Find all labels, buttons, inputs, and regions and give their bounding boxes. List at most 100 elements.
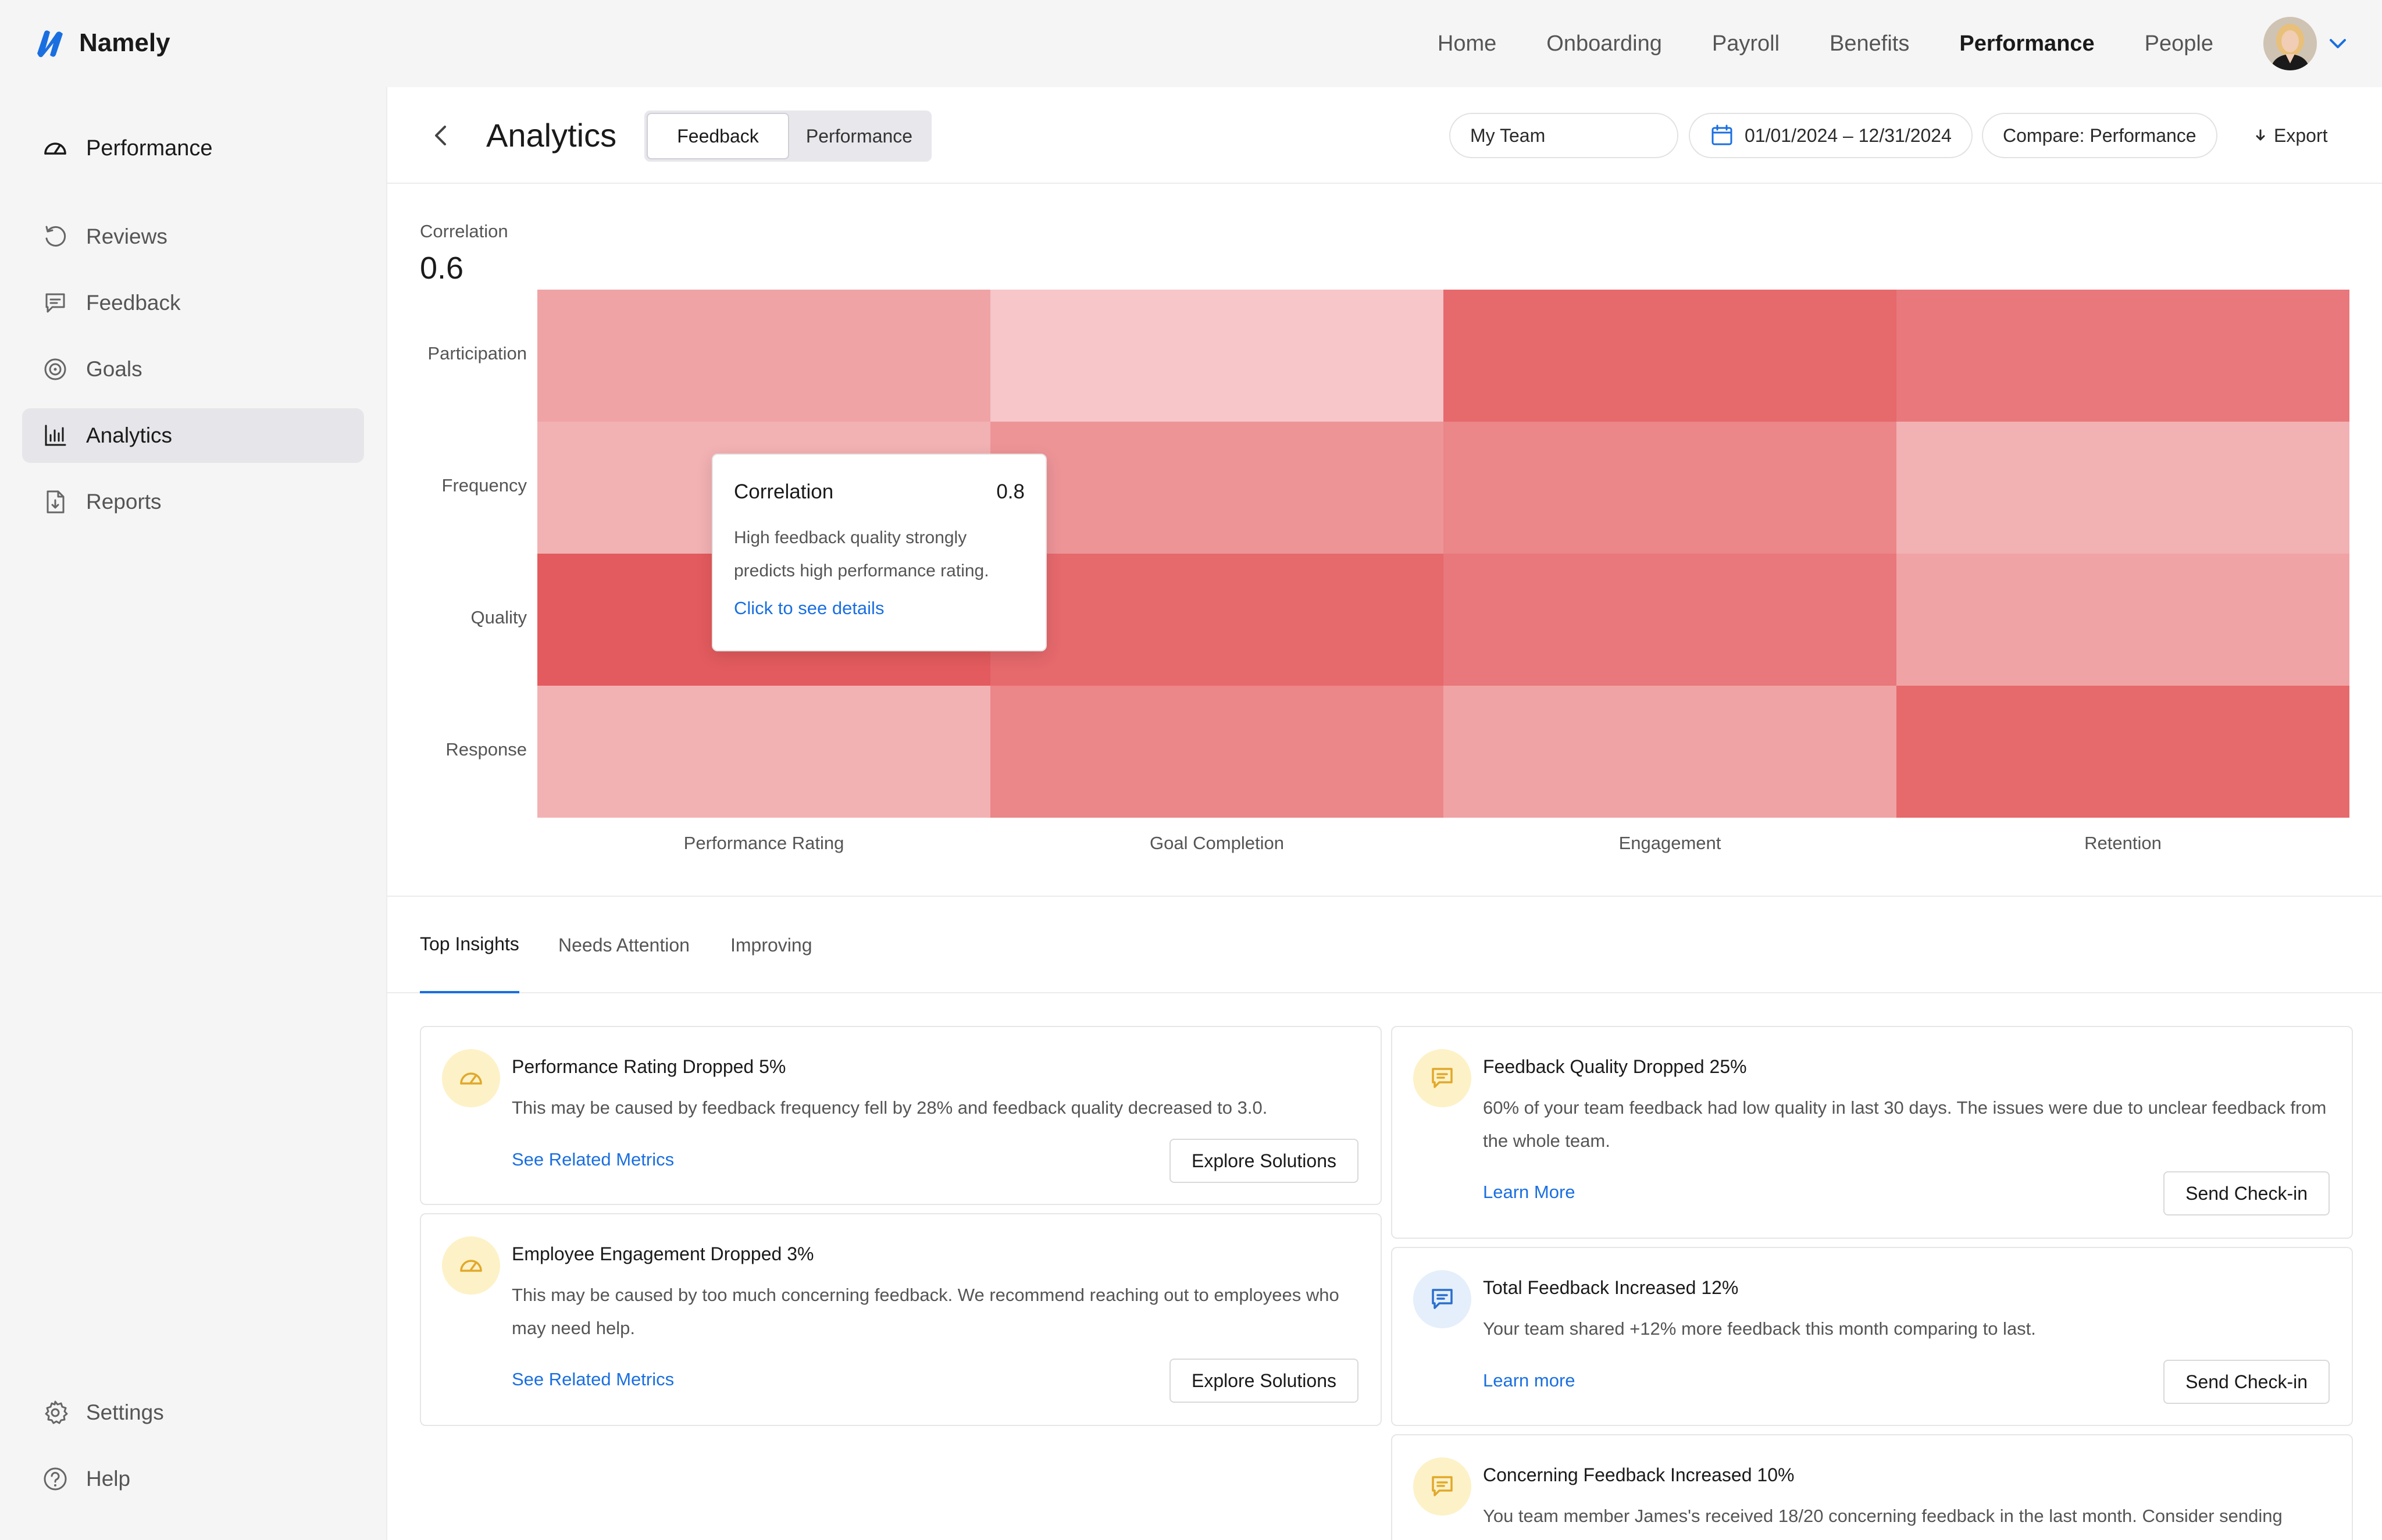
sidebar-header-performance[interactable]: Performance xyxy=(22,121,364,176)
gauge-icon xyxy=(442,1049,500,1107)
learn-more-link[interactable]: Learn more xyxy=(1483,1370,1575,1391)
bar-chart-icon xyxy=(42,422,69,449)
back-arrow-icon[interactable] xyxy=(426,120,457,151)
heatmap-row-label: Frequency xyxy=(441,475,527,495)
sidebar: Performance Reviews Feedback Goals Analy… xyxy=(0,87,386,1540)
sidebar-item-help[interactable]: Help xyxy=(22,1452,364,1506)
heatmap-cell[interactable] xyxy=(990,686,1443,818)
insight-card: Performance Rating Dropped 5% This may b… xyxy=(420,1026,1382,1205)
heatmap-cell[interactable] xyxy=(1896,422,2349,554)
insight-card: Employee Engagement Dropped 3% This may … xyxy=(420,1213,1382,1426)
chat-icon xyxy=(1413,1049,1471,1107)
heatmap-row-label: Response xyxy=(445,739,527,760)
insight-title: Total Feedback Increased 12% xyxy=(1483,1277,1739,1298)
heatmap-cell[interactable] xyxy=(990,554,1443,686)
sidebar-item-analytics[interactable]: Analytics xyxy=(22,408,364,463)
insight-title: Performance Rating Dropped 5% xyxy=(512,1056,786,1077)
insight-description: You team member James's received 18/20 c… xyxy=(1483,1506,2283,1526)
compare-value: Compare: Performance xyxy=(2003,124,2196,146)
compare-dropdown[interactable]: Compare: Performance xyxy=(1982,113,2217,158)
insight-description: This may be caused by too much concernin… xyxy=(512,1285,1339,1338)
heatmap-cell[interactable] xyxy=(1896,554,2349,686)
date-range-value: 01/01/2024 – 12/31/2024 xyxy=(1745,124,1952,146)
insight-title: Feedback Quality Dropped 25% xyxy=(1483,1056,1747,1077)
main-content: Analytics Feedback Performance My Team 0… xyxy=(386,87,2382,1540)
sidebar-item-reviews[interactable]: Reviews xyxy=(22,209,364,264)
date-range-picker[interactable]: 01/01/2024 – 12/31/2024 xyxy=(1689,113,1973,158)
learn-more-link[interactable]: Learn More xyxy=(1483,1182,1575,1202)
help-icon xyxy=(42,1466,69,1492)
see-related-metrics-link[interactable]: See Related Metrics xyxy=(512,1369,675,1389)
tab-top-insights[interactable]: Top Insights xyxy=(420,897,519,993)
heatmap-cell[interactable] xyxy=(1443,554,1896,686)
insight-description: This may be caused by feedback frequency… xyxy=(512,1097,1268,1118)
heatmap-col-label: Goal Completion xyxy=(1150,833,1284,853)
heatmap-cell[interactable] xyxy=(1443,290,1896,422)
heatmap-cell[interactable] xyxy=(990,290,1443,422)
export-button[interactable]: Export xyxy=(2252,113,2327,158)
heatmap-cell[interactable] xyxy=(1443,422,1896,554)
insights-tabs: Top Insights Needs Attention Improving xyxy=(387,897,2382,993)
sidebar-item-reports[interactable]: Reports xyxy=(22,475,364,529)
download-arrow-icon xyxy=(2256,129,2265,141)
gear-icon xyxy=(42,1399,69,1426)
heatmap-col-label: Retention xyxy=(2084,833,2162,853)
nav-benefits[interactable]: Benefits xyxy=(1830,31,1910,56)
heatmap-col-label: Performance Rating xyxy=(683,833,844,853)
segment-performance[interactable]: Performance xyxy=(805,125,913,147)
sidebar-item-label: Analytics xyxy=(86,423,173,447)
heatmap-cell[interactable] xyxy=(1896,290,2349,422)
nav-people[interactable]: People xyxy=(2144,31,2213,56)
view-toggle: Feedback Performance xyxy=(644,110,932,162)
chevron-down-icon[interactable] xyxy=(2326,32,2349,55)
heatmap-cell[interactable] xyxy=(537,290,990,422)
avatar[interactable] xyxy=(2263,17,2317,70)
chat-icon xyxy=(1413,1270,1471,1328)
sidebar-header-label: Performance xyxy=(86,136,213,161)
sidebar-item-label: Reviews xyxy=(86,224,167,248)
send-check-in-button[interactable]: Send Check-in xyxy=(2163,1171,2330,1215)
heatmap-cell[interactable] xyxy=(537,686,990,818)
sidebar-item-goals[interactable]: Goals xyxy=(22,342,364,397)
heatmap-cell[interactable] xyxy=(1896,686,2349,818)
insight-description: Your team shared +12% more feedback this… xyxy=(1483,1318,2036,1339)
nav-home[interactable]: Home xyxy=(1437,31,1497,56)
nav-onboarding[interactable]: Onboarding xyxy=(1546,31,1662,56)
nav-performance[interactable]: Performance xyxy=(1959,31,2095,56)
heatmap-cell[interactable] xyxy=(1443,686,1896,818)
page-title: Analytics xyxy=(486,117,617,154)
send-check-in-button[interactable]: Send Check-in xyxy=(2163,1360,2330,1404)
heatmap-tooltip: Correlation 0.8 High feedback quality st… xyxy=(712,454,1047,651)
tab-improving[interactable]: Improving xyxy=(730,934,812,956)
gauge-icon xyxy=(42,135,69,162)
correlation-label: Correlation xyxy=(420,221,508,241)
tab-needs-attention[interactable]: Needs Attention xyxy=(558,934,690,956)
gauge-icon xyxy=(442,1236,500,1295)
explore-solutions-button[interactable]: Explore Solutions xyxy=(1169,1139,1358,1183)
correlation-heatmap xyxy=(537,290,2349,818)
divider xyxy=(387,896,2382,897)
sidebar-item-settings[interactable]: Settings xyxy=(22,1385,364,1440)
explore-solutions-button[interactable]: Explore Solutions xyxy=(1169,1359,1358,1403)
see-related-metrics-link[interactable]: See Related Metrics xyxy=(512,1149,675,1170)
document-icon xyxy=(42,489,69,515)
logo[interactable]: Namely xyxy=(33,26,170,60)
insight-card: Concerning Feedback Increased 10% You te… xyxy=(1391,1434,2353,1540)
insight-title: Concerning Feedback Increased 10% xyxy=(1483,1464,1795,1485)
sidebar-item-label: Help xyxy=(86,1467,131,1491)
chat-icon xyxy=(42,290,69,316)
sidebar-item-label: Reports xyxy=(86,490,162,514)
tooltip-title: Correlation xyxy=(734,480,834,503)
heatmap-cell[interactable] xyxy=(990,422,1443,554)
target-icon xyxy=(42,356,69,383)
tooltip-details-link[interactable]: Click to see details xyxy=(734,598,885,618)
namely-logo-icon xyxy=(37,30,63,58)
segment-feedback[interactable]: Feedback xyxy=(647,113,789,159)
refresh-icon xyxy=(42,223,69,250)
nav-payroll[interactable]: Payroll xyxy=(1711,31,1780,56)
insight-description: 60% of your team feedback had low qualit… xyxy=(1483,1097,2327,1151)
user-photo-icon xyxy=(2263,17,2317,70)
team-filter-dropdown[interactable]: My Team xyxy=(1449,113,1678,158)
sidebar-item-feedback[interactable]: Feedback xyxy=(22,276,364,330)
heatmap-row-label: Participation xyxy=(427,343,527,363)
